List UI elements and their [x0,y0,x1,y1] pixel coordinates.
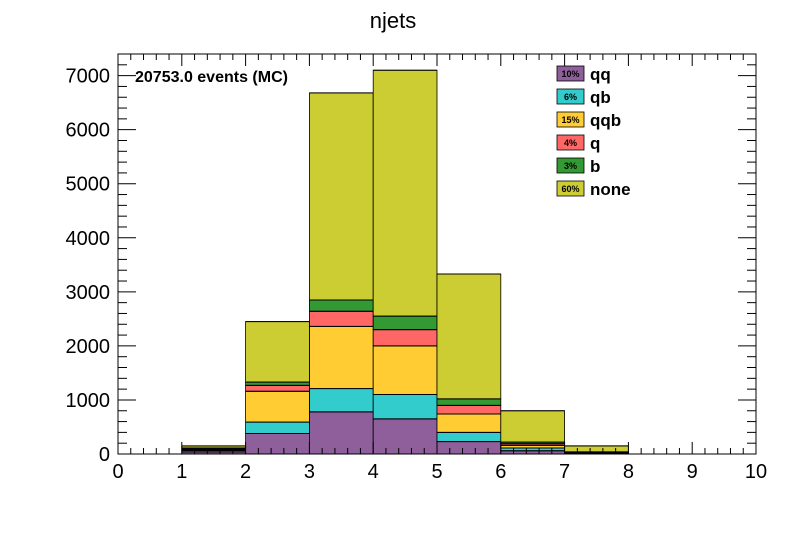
bar-none-bin-4 [372,69,438,317]
bar-qq-bin-5 [436,441,502,455]
legend-label-qqb: qqb [590,111,621,130]
legend: 10% qq 6% qb 15% qqb 4% q 3% b 60% none [556,65,631,199]
legend-percent-qqb: 15% [561,115,579,125]
y-tick-label: 1000 [66,390,111,412]
legend-swatch-b [556,157,585,174]
bar-none-bin-6 [500,410,565,443]
bar-b-bin-4 [372,315,438,331]
events-annotation: 20753.0 events (MC) [135,69,288,86]
bar-qqb-bin-4 [372,345,438,395]
legend-label-q: q [590,134,600,153]
bar-qb-bin-3 [308,388,374,413]
x-tick-label: 3 [304,461,315,483]
axes-layer: 0 1 2 3 4 5 6 7 8 9 10 0 1000 2000 3000 4000 5000 6000 700… [66,54,767,483]
y-tick-label: 6000 [66,120,111,142]
bar-q-bin-3 [308,310,374,327]
stack-outline-qb [181,388,629,454]
bar-qq-bin-4 [372,418,438,455]
y-tick-label: 5000 [66,174,111,196]
bar-q-bin-4 [372,329,438,347]
legend-percent-b: 3% [564,161,577,171]
x-tick-label: 0 [112,461,123,483]
legend-label-none: none [590,180,631,199]
bar-none-bin-3 [308,92,374,301]
y-tick-label: 4000 [66,228,111,250]
bar-qb-bin-2 [245,421,310,434]
outline-layer [181,69,629,454]
bar-qb-bin-5 [436,431,502,442]
legend-percent-q: 4% [564,138,577,148]
bar-q-bin-5 [436,404,502,415]
bar-none-bin-5 [436,273,502,400]
legend-swatch-qb [556,88,585,105]
stack-outline-b [181,299,629,453]
x-tick-label: 8 [623,461,634,483]
legend-label-b: b [590,157,600,176]
x-tick-label: 5 [431,461,442,483]
legend-percent-none: 60% [561,184,579,194]
stack-outline-qq [181,411,629,454]
legend-percent-qb: 6% [564,92,577,102]
x-tick-label: 2 [240,461,251,483]
bar-qq-bin-3 [308,411,374,455]
bar-qqb-bin-2 [245,390,310,423]
y-tick-label: 3000 [66,282,111,304]
stack-outline-qqb [181,325,629,453]
bar-qq-bin-2 [245,433,310,455]
bar-q-bin-2 [245,384,310,392]
x-tick-label: 6 [495,461,506,483]
legend-swatch-qq [556,65,585,82]
x-tick-label: 7 [559,461,570,483]
bar-none-bin-7 [564,445,629,453]
legend-swatch-none [556,180,585,197]
x-tick-label: 4 [368,461,379,483]
y-tick-label: 0 [99,444,110,466]
bar-none-bin-2 [245,321,310,383]
bar-b-bin-3 [308,299,374,312]
legend-swatch-q [556,134,585,151]
legend-label-qq: qq [590,65,611,84]
legend-percent-qq: 10% [561,69,579,79]
bar-b-bin-5 [436,398,502,406]
stack-outline-q [181,310,629,453]
legend-label-qb: qb [590,88,611,107]
y-tick-label: 7000 [66,66,111,88]
bar-qqb-bin-5 [436,413,502,433]
bars-layer [181,69,629,455]
bar-qqb-bin-3 [308,326,374,389]
chart-title: njets [370,8,416,33]
x-tick-label: 9 [687,461,698,483]
stack-outline-none [181,69,629,447]
legend-swatch-qqb [556,111,585,128]
bar-qb-bin-4 [372,394,438,420]
x-tick-label: 1 [176,461,187,483]
y-tick-label: 2000 [66,336,111,358]
x-tick-label: 10 [745,461,767,483]
